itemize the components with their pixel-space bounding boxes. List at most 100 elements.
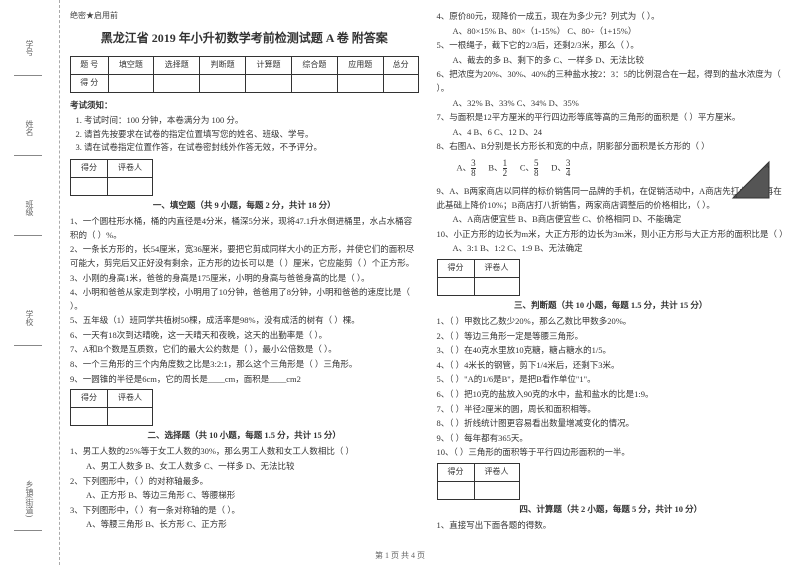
secret-mark: 绝密★启用前 — [70, 10, 419, 23]
notice-item: 请首先按要求在试卷的指定位置填写您的姓名、班级、学号。 — [84, 128, 419, 142]
notice-list: 考试时间：100 分钟，本卷满分为 100 分。 请首先按要求在试卷的指定位置填… — [70, 114, 419, 155]
choice-opts: A、正方形 B、等边三角形 C、等腰梯形 — [70, 489, 419, 503]
choice-opts: A、32% B、33% C、34% D、35% — [437, 97, 786, 111]
judge-q: 10、（ ）三角形的面积等于平行四边形面积的一半。 — [437, 446, 786, 460]
fill-q: 6、一天有18次到达晴晚，这一天晴天和夜晚，这天的出勤率是（ ）。 — [70, 329, 419, 343]
cell — [246, 74, 292, 92]
th: 判断题 — [200, 56, 246, 74]
exam-title: 黑龙江省 2019 年小升初数学考前检测试题 A 卷 附答案 — [70, 29, 419, 48]
section-3-title: 三、判断题（共 10 小题，每题 1.5 分，共计 15 分） — [437, 299, 786, 313]
table-row: 得 分 — [71, 74, 419, 92]
judge-q: 6、（ ）把10克的盐放入90克的水中，盐和盐水的比是1:9。 — [437, 388, 786, 402]
choice-opts: A、A商店便宜些 B、B商店便宜些 C、价格相同 D、不能确定 — [437, 213, 786, 227]
cell — [108, 408, 153, 426]
opt-label: C、 — [520, 162, 534, 172]
judge-q: 1、（ ）甲数比乙数少20%，那么乙数比甲数多20%。 — [437, 315, 786, 329]
scorer-c2: 评卷人 — [108, 390, 153, 408]
svg-text:B: B — [733, 194, 737, 200]
main-content: 绝密★启用前 黑龙江省 2019 年小升初数学考前检测试题 A 卷 附答案 题 … — [60, 0, 800, 565]
choice-q: 5、一根绳子，截下它的2/3后，还剩2/3米，那么（ ）。 — [437, 39, 786, 53]
th: 应用题 — [337, 56, 383, 74]
judge-q: 4、（ ）4米长的钢管，剪下1/4米后，还剩下3米。 — [437, 359, 786, 373]
scorer-table: 得分评卷人 — [70, 389, 153, 426]
calc-q: 1、直接写出下面各题的得数。 — [437, 519, 786, 533]
cell — [71, 177, 108, 195]
label-xuexiao: 学校 — [24, 310, 35, 326]
cell — [474, 481, 519, 499]
triangle-figure: AB — [731, 160, 771, 205]
judge-q: 7、（ ）半径2厘米的圆，周长和面积相等。 — [437, 403, 786, 417]
choice-opts: A、等腰三角形 B、长方形 C、正方形 — [70, 518, 419, 532]
svg-text:A: A — [765, 164, 770, 170]
scorer-table: 得分评卷人 — [437, 463, 520, 500]
scorer-c2: 评卷人 — [108, 159, 153, 177]
opt-label: D、 — [551, 162, 566, 172]
fraction: 34 — [566, 159, 571, 178]
judge-q: 3、（ ）在40克水里放10克糖，糖占糖水的1/5。 — [437, 344, 786, 358]
label-xiangzhen: 乡镇(街道) — [24, 480, 35, 517]
th: 题 号 — [71, 56, 109, 74]
choice-q: 2、下列图形中，（ ）的对称轴最多。 — [70, 475, 419, 489]
cell — [154, 74, 200, 92]
scorer-table: 得分评卷人 — [437, 259, 520, 296]
label-xingming: 姓名 — [24, 120, 35, 136]
line-xuexiao — [14, 345, 42, 346]
choice-q: 7、与面积是12平方厘米的平行四边形等底等高的三角形的面积是（ ）平方厘米。 — [437, 111, 786, 125]
exam-page: 学号 姓名 班级 学校 乡镇(街道) 绝密★启用前 黑龙江省 2019 年小升初… — [0, 0, 800, 565]
choice-opts: A、4 B、6 C、12 D、24 — [437, 126, 786, 140]
section-1-title: 一、填空题（共 9 小题，每题 2 分，共计 18 分） — [70, 199, 419, 213]
line-xingming — [14, 155, 42, 156]
score-table: 题 号 填空题 选择题 判断题 计算题 综合题 应用题 总分 得 分 — [70, 56, 419, 93]
fill-q: 4、小明和爸爸从家走到学校，小明用了10分钟，爸爸用了8分钟，小明和爸爸的速度比… — [70, 286, 419, 313]
fill-q: 7、A和B个数是互质数，它们的最大公约数是（ ），最小公倍数是（ ）。 — [70, 343, 419, 357]
line-banji — [14, 235, 42, 236]
fill-q: 9、一圆锥的半径是6cm，它的周长是____cm，面积是____cm2 — [70, 373, 419, 387]
line-xuehao — [14, 75, 42, 76]
notice-header: 考试须知： — [70, 99, 419, 113]
choice-q: 4、原价80元，现降价一成五，现在为多少元？列式为（ ）。 — [437, 10, 786, 24]
line-xiangzhen — [14, 530, 42, 531]
judge-q: 5、（ ）"A的1/6是B"，是把B看作单位"1"。 — [437, 373, 786, 387]
left-column: 绝密★启用前 黑龙江省 2019 年小升初数学考前检测试题 A 卷 附答案 题 … — [70, 10, 419, 560]
fill-q: 1、一个圆柱形水桶，桶的内直径是4分米，桶深5分米，现将47.1升水倒进桶里，水… — [70, 215, 419, 242]
th: 综合题 — [291, 56, 337, 74]
scorer-c1: 得分 — [71, 390, 108, 408]
judge-q: 9、（ ）每年都有365天。 — [437, 432, 786, 446]
fraction: 58 — [534, 159, 539, 178]
choice-q: 3、下列图形中，（ ）有一条对称轴的是（ ）。 — [70, 504, 419, 518]
fill-q: 2、一条长方形的，长54厘米，宽36厘米，要把它剪成同样大小的正方形，并使它们的… — [70, 243, 419, 270]
fill-q: 8、一个三角形的三个内角度数之比是3:2:1，那么这个三角形是（ ）三角形。 — [70, 358, 419, 372]
cell — [437, 481, 474, 499]
scorer-c1: 得分 — [71, 159, 108, 177]
right-column: 4、原价80元，现降价一成五，现在为多少元？列式为（ ）。 A、80×15% B… — [437, 10, 786, 560]
label-banji: 班级 — [24, 200, 35, 216]
section-2-title: 二、选择题（共 10 小题，每题 1.5 分，共计 15 分） — [70, 429, 419, 443]
choice-opts: A、截去的多 B、剩下的多 C、一样多 D、无法比较 — [437, 54, 786, 68]
th: 填空题 — [108, 56, 154, 74]
scorer-c1: 得分 — [437, 464, 474, 482]
section-4-title: 四、计算题（共 2 小题，每题 5 分，共计 10 分） — [437, 503, 786, 517]
choice-opts: A、3:1 B、1:2 C、1:9 B、无法确定 — [437, 242, 786, 256]
fraction: 38 — [471, 159, 476, 178]
cell — [108, 177, 153, 195]
choice-q: 6、把浓度为20%、30%、40%的三种盐水按2：3：5的比例混合在一起，得到的… — [437, 68, 786, 95]
scorer-c1: 得分 — [437, 259, 474, 277]
table-row: 题 号 填空题 选择题 判断题 计算题 综合题 应用题 总分 — [71, 56, 419, 74]
opt-label: A、 — [457, 162, 472, 172]
fill-q: 3、小刚的身高1米，爸爸的身高是175厘米，小明的身高与爸爸身高的比是（ ）。 — [70, 272, 419, 286]
cell — [337, 74, 383, 92]
cell — [291, 74, 337, 92]
choice-q: 10、小正方形的边长为m米，大正方形的边长为3m米，则小正方形与大正方形的面积比… — [437, 228, 786, 242]
scorer-table: 得分评卷人 — [70, 159, 153, 196]
cell — [474, 277, 519, 295]
judge-q: 2、（ ）等边三角形一定是等腰三角形。 — [437, 330, 786, 344]
scorer-c2: 评卷人 — [474, 464, 519, 482]
fill-q: 5、五年级（1）班同学共植树50棵，成活率是98%，没有成活的树有（ ）棵。 — [70, 314, 419, 328]
notice-item: 考试时间：100 分钟，本卷满分为 100 分。 — [84, 114, 419, 128]
cell — [71, 408, 108, 426]
page-footer: 第 1 页 共 4 页 — [375, 550, 425, 561]
notice-item: 请在试卷指定位置作答，在试卷密封线外作答无效，不予评分。 — [84, 141, 419, 155]
choice-q: 8、右图A、B分别是长方形长和宽的中点，阴影部分面积是长方形的（ ） — [437, 140, 786, 154]
row-label: 得 分 — [71, 74, 109, 92]
choice-q: 1、男工人数的25%等于女工人数的30%，那么男工人数和女工人数相比（ ） — [70, 445, 419, 459]
